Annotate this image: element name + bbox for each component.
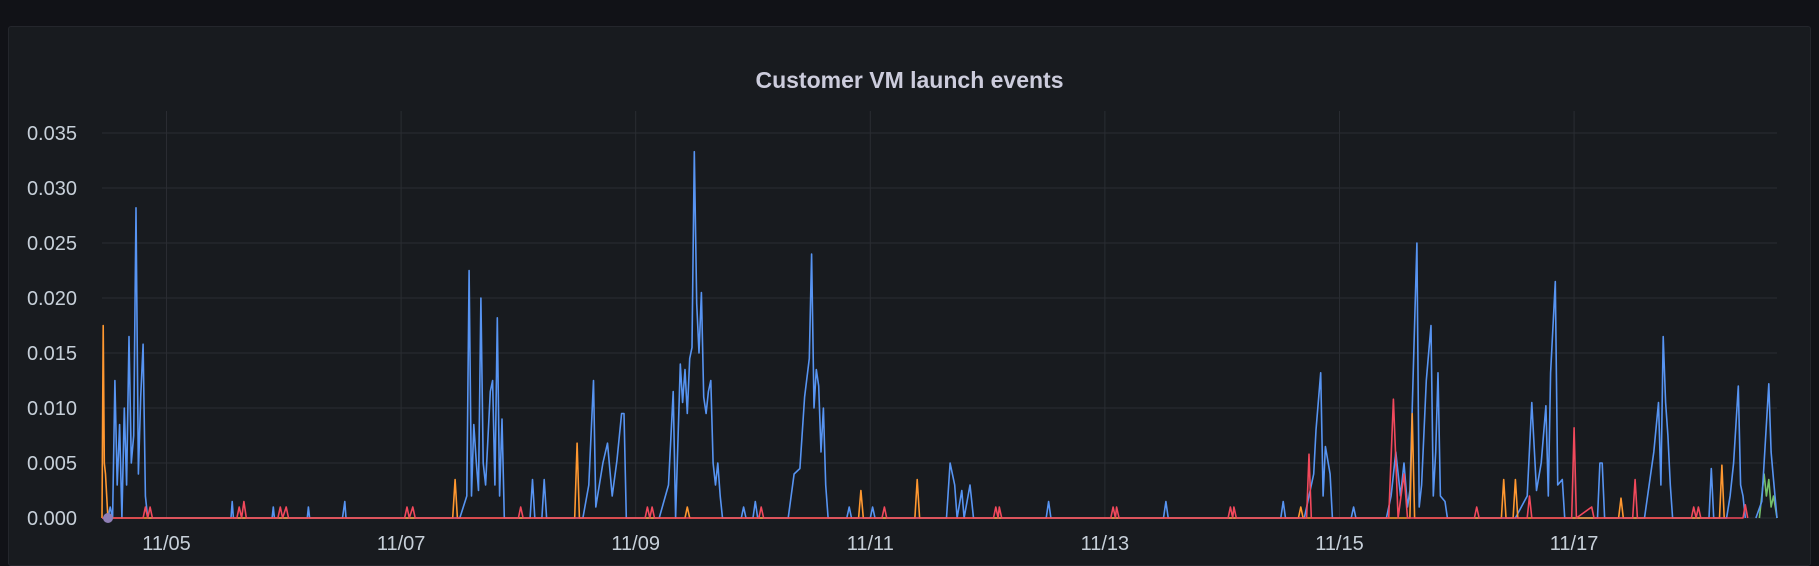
x-tick-label: 11/07 [377,533,426,555]
x-tick-label: 11/11 [847,533,894,555]
chart-grid [102,111,1777,519]
panel-title[interactable]: Customer VM launch events [755,67,1064,93]
series-line-1 [101,324,1725,519]
y-tick-label: 0.005 [27,453,77,475]
y-tick-label: 0.000 [27,508,77,530]
y-tick-label: 0.020 [27,288,77,310]
x-axis-ticks: 11/05 11/07 11/09 11/11 11/13 11/15 11/17 [142,533,1598,555]
y-tick-label: 0.035 [27,123,77,145]
x-tick-label: 11/09 [611,533,660,555]
y-tick-label: 0.015 [27,343,77,365]
y-tick-label: 0.010 [27,398,77,420]
series-line-4 [1755,382,1778,519]
y-tick-label: 0.030 [27,178,77,200]
x-tick-label: 11/05 [142,533,191,555]
x-tick-label: 11/13 [1081,533,1130,555]
chart-panel: Customer VM launch events [8,26,1811,566]
x-tick-label: 11/17 [1550,533,1599,555]
chart-series [101,150,1778,523]
series-line-2 [102,398,1749,519]
y-axis-ticks: 0.000 0.005 0.010 0.015 0.020 0.025 0.030 0.035 [27,123,77,530]
y-tick-label: 0.025 [27,233,77,255]
series-start-marker [103,513,113,523]
x-tick-label: 11/15 [1315,533,1364,555]
